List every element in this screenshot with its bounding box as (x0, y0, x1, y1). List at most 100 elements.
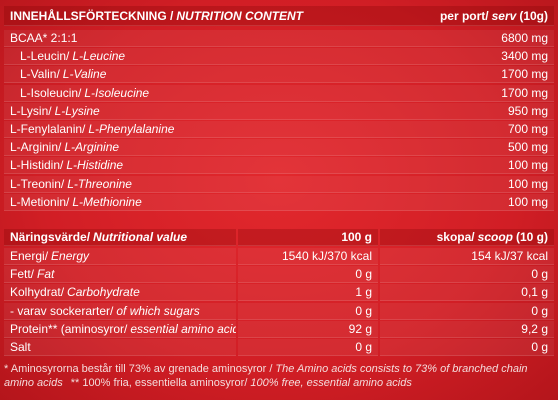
nh-scoop: skopa/scoop (10 g) (380, 229, 554, 246)
scoop: 0 g (531, 340, 548, 354)
scoop-value: 0 g (380, 339, 554, 356)
name-sv: L-Histidin/ (10, 158, 64, 173)
name-sv: Protein** (aminosyror/ (10, 321, 128, 336)
per100: 92 g (348, 321, 372, 336)
amino-name: L-Treonin/L-Threonine (4, 175, 404, 193)
title-cell: INNEHÅLLSFÖRTECKNING / NUTRITION CONTENT (4, 6, 384, 26)
nutrition-row: Protein** (aminosyror/essential amino ac… (4, 320, 554, 338)
name-sv: L-Lysin/ (10, 103, 52, 118)
nh-sv: Näringsvärde/ (10, 230, 91, 244)
value: 6800 mg (501, 31, 548, 45)
per100-value: 0 g (238, 339, 378, 356)
amino-name: L-Histidin/L-Histidine (4, 157, 404, 175)
value: 1700 mg (501, 85, 548, 100)
name-sv: Kolhydrat/ (10, 285, 65, 300)
note2-sv: ** 100% fria, essentiella aminosyror/ (70, 377, 248, 389)
name-en: L-Histidine (66, 158, 124, 173)
title-sv: INNEHÅLLSFÖRTECKNING / (10, 9, 174, 23)
name-sv: L-Isoleucin/ (20, 85, 82, 100)
name-en: Fat (37, 267, 55, 282)
scoop-value: 0,1 g (380, 284, 554, 302)
serving-sv: per port/ (439, 9, 489, 23)
amino-value: 100 mg (404, 175, 554, 193)
per100-value: 92 g (238, 320, 378, 338)
nutrition-row: - varav sockerarter/of which sugars 0 g 0 … (4, 302, 554, 320)
serving-suffix: (10g) (519, 9, 548, 23)
value: 1700 mg (501, 67, 548, 82)
nutrition-row: Salt 0 g 0 g (4, 339, 554, 356)
scoop: 0,1 g (521, 285, 548, 300)
nh-scoop-suffix: (10 g) (515, 230, 548, 244)
amino-value: 6800 mg (404, 30, 554, 47)
amino-name: L-Metionin/L-Methionine (4, 193, 404, 211)
name-sv: Fett/ (10, 267, 35, 282)
amino-value: 700 mg (404, 121, 554, 138)
scoop-value: 0 g (380, 266, 554, 284)
name-en: L-Leucine (72, 49, 126, 64)
nh-scoop-en: scoop (477, 230, 513, 244)
nh-100: 100 g (238, 229, 378, 246)
nh-label: Näringsvärde/Nutritional value (4, 229, 236, 246)
nutrient-name: Energi/Energy (4, 248, 236, 265)
amino-row: L-Arginin/L-Arginine 500 mg (4, 139, 554, 157)
amino-value: 100 mg (404, 157, 554, 175)
title-en: NUTRITION CONTENT (176, 9, 303, 23)
name-en: L-Methionine (72, 194, 142, 209)
note1-en: The Amino acids consists to 73% of branc… (4, 363, 528, 389)
name-sv: - varav sockerarter/ (10, 303, 114, 318)
nh-scoop-sv: skopa/ (436, 230, 475, 244)
amino-row: L-Lysin/L-Lysine 950 mg (4, 102, 554, 120)
nutrient-name: Kolhydrat/Carbohydrate (4, 284, 236, 302)
scoop-value: 0 g (380, 302, 554, 320)
per100-value: 0 g (238, 302, 378, 320)
value: 500 mg (507, 140, 548, 155)
name-en: L-Arginine (64, 140, 120, 155)
amino-value: 950 mg (404, 102, 554, 120)
name-sv: BCAA* 2:1:1 (10, 31, 78, 45)
amino-name: BCAA* 2:1:1 (4, 30, 404, 47)
value: 100 mg (507, 176, 548, 191)
name-sv: L-Fenylalanin/ (10, 122, 86, 136)
scoop: 0 g (531, 303, 548, 318)
name-sv: Salt (10, 340, 31, 354)
nutrient-name: Fett/Fat (4, 266, 236, 284)
name-sv: L-Metionin/ (10, 194, 70, 209)
per100: 0 g (355, 303, 372, 318)
per100: 1540 kJ/370 kcal (281, 249, 372, 263)
per100: 0 g (355, 267, 372, 282)
nh-per100: 100 g (341, 230, 372, 244)
amino-row: L-Isoleucin/L-Isoleucine 1700 mg (4, 84, 554, 102)
value: 3400 mg (501, 49, 548, 64)
name-en: L-Threonine (67, 176, 132, 191)
serving-cell: per port/serv (10g) (384, 6, 554, 26)
scoop: 9,2 g (521, 321, 548, 336)
amino-row: L-Leucin/L-Leucine 3400 mg (4, 48, 554, 66)
nutrition-row: Energi/Energy 1540 kJ/370 kcal 154 kJ/37 k… (4, 248, 554, 265)
amino-name: L-Fenylalanin/L-Phenylalanine (4, 121, 404, 138)
per100-value: 0 g (238, 266, 378, 284)
name-sv: L-Treonin/ (10, 176, 65, 191)
nutrition-row: Kolhydrat/Carbohydrate 1 g 0,1 g (4, 284, 554, 302)
amino-value: 1700 mg (404, 84, 554, 102)
amino-name: L-Valin/L-Valine (4, 66, 404, 84)
name-en: of which sugars (116, 303, 200, 318)
scoop-value: 9,2 g (380, 320, 554, 338)
amino-value: 1700 mg (404, 66, 554, 84)
amino-name: L-Leucin/L-Leucine (4, 48, 404, 66)
per100: 0 g (355, 340, 372, 354)
value: 100 mg (507, 158, 548, 173)
amino-name: L-Lysin/L-Lysine (4, 102, 404, 120)
nutrient-name: Protein** (aminosyror/essential amino ac… (4, 320, 236, 338)
value: 700 mg (507, 122, 548, 136)
name-en: Energy (51, 249, 90, 263)
amino-row: L-Fenylalanin/L-Phenylalanine 700 mg (4, 121, 554, 138)
scoop: 0 g (531, 267, 548, 282)
footnote: * Aminosyrorna består till 73% av grenad… (4, 362, 552, 390)
nutrition-row: Fett/Fat 0 g 0 g (4, 266, 554, 284)
amino-name: L-Arginin/L-Arginine (4, 139, 404, 157)
nutrient-name: - varav sockerarter/of which sugars (4, 302, 236, 320)
name-en: L-Valine (62, 67, 107, 82)
amino-row: L-Histidin/L-Histidine 100 mg (4, 157, 554, 175)
per100: 1 g (355, 285, 372, 300)
